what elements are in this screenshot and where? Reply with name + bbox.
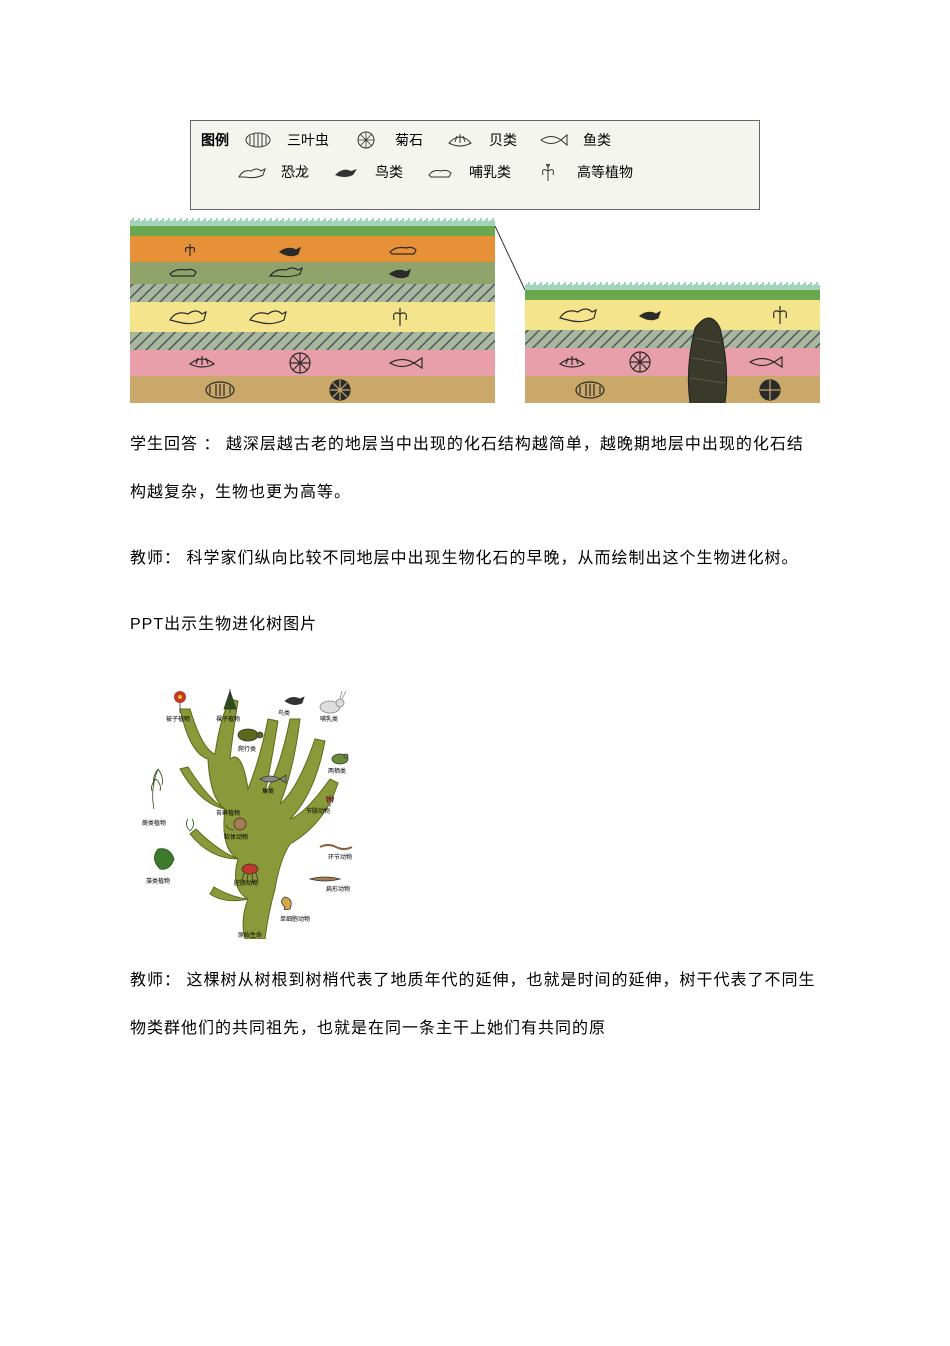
tree-label: 节肢动物 bbox=[306, 807, 330, 815]
evolution-tree-figure: 被子植物 裸子植物 鸟类 哺乳类 爬行类 两栖类 鱼类 节肢动物 软体动物 蕨类… bbox=[130, 659, 380, 939]
right-strata-block bbox=[525, 282, 820, 403]
tree-label: 蕨类植物 bbox=[142, 819, 166, 827]
teacher-text-1: 教师： 科学家们纵向比较不同地层中出现生物化石的早晚，从而绘制出这个生物进化树。 bbox=[130, 535, 820, 583]
legend-label: 高等植物 bbox=[577, 162, 633, 182]
tree-label: 哺乳类 bbox=[320, 715, 338, 723]
fish-icon bbox=[537, 129, 571, 151]
tree-label: 扁形动物 bbox=[326, 885, 350, 893]
ppt-caption: PPT出示生物进化树图片 bbox=[130, 601, 820, 649]
bird-icon bbox=[329, 161, 363, 183]
legend-label: 贝类 bbox=[489, 130, 517, 150]
fossil-legend-box: 图例 三叶虫 菊石 贝类 鱼类 恐龙 鸟类 哺乳类 高等植物 bbox=[190, 120, 760, 210]
legend-label: 恐龙 bbox=[281, 162, 309, 182]
legend-label: 鸟类 bbox=[375, 162, 403, 182]
tree-label: 被子植物 bbox=[166, 715, 190, 723]
tree-label: 两栖类 bbox=[328, 767, 346, 775]
tree-label: 鸟类 bbox=[278, 709, 290, 717]
shell-icon bbox=[443, 129, 477, 151]
legend-row-1: 图例 三叶虫 菊石 贝类 鱼类 bbox=[201, 129, 749, 151]
trilobite-icon bbox=[241, 129, 275, 151]
document-body: 图例 三叶虫 菊石 贝类 鱼类 恐龙 鸟类 哺乳类 高等植物 bbox=[130, 120, 820, 1053]
legend-title: 图例 bbox=[201, 130, 229, 150]
tree-label: 苔藓植物 bbox=[216, 809, 240, 817]
tree-label: 爬行类 bbox=[238, 745, 256, 753]
tree-label: 单细胞动物 bbox=[280, 915, 310, 923]
tree-label: 原始生命 bbox=[238, 931, 262, 939]
tree-label: 软体动物 bbox=[224, 833, 248, 841]
mammal-icon bbox=[423, 161, 457, 183]
tree-label: 鱼类 bbox=[262, 787, 274, 795]
legend-label: 鱼类 bbox=[583, 130, 611, 150]
left-strata-block bbox=[130, 218, 495, 403]
legend-row-2: 恐龙 鸟类 哺乳类 高等植物 bbox=[201, 161, 749, 183]
tree-label: 藻类植物 bbox=[146, 877, 170, 885]
plant-icon bbox=[531, 161, 565, 183]
strata-diagram bbox=[130, 218, 820, 403]
legend-label: 菊石 bbox=[395, 130, 423, 150]
tree-label: 腔肠动物 bbox=[234, 879, 258, 887]
tree-label: 裸子植物 bbox=[216, 715, 240, 723]
teacher-text-2: 教师： 这棵树从树根到树梢代表了地质年代的延伸，也就是时间的延伸，树干代表了不同… bbox=[130, 957, 820, 1053]
dinosaur-icon bbox=[235, 161, 269, 183]
legend-label: 三叶虫 bbox=[287, 130, 329, 150]
student-answer-text: 学生回答 ： 越深层越古老的地层当中出现的化石结构越简单，越晚期地层中出现的化石… bbox=[130, 421, 820, 517]
ammonite-icon bbox=[349, 129, 383, 151]
legend-label: 哺乳类 bbox=[469, 162, 511, 182]
tree-label: 环节动物 bbox=[328, 853, 352, 861]
